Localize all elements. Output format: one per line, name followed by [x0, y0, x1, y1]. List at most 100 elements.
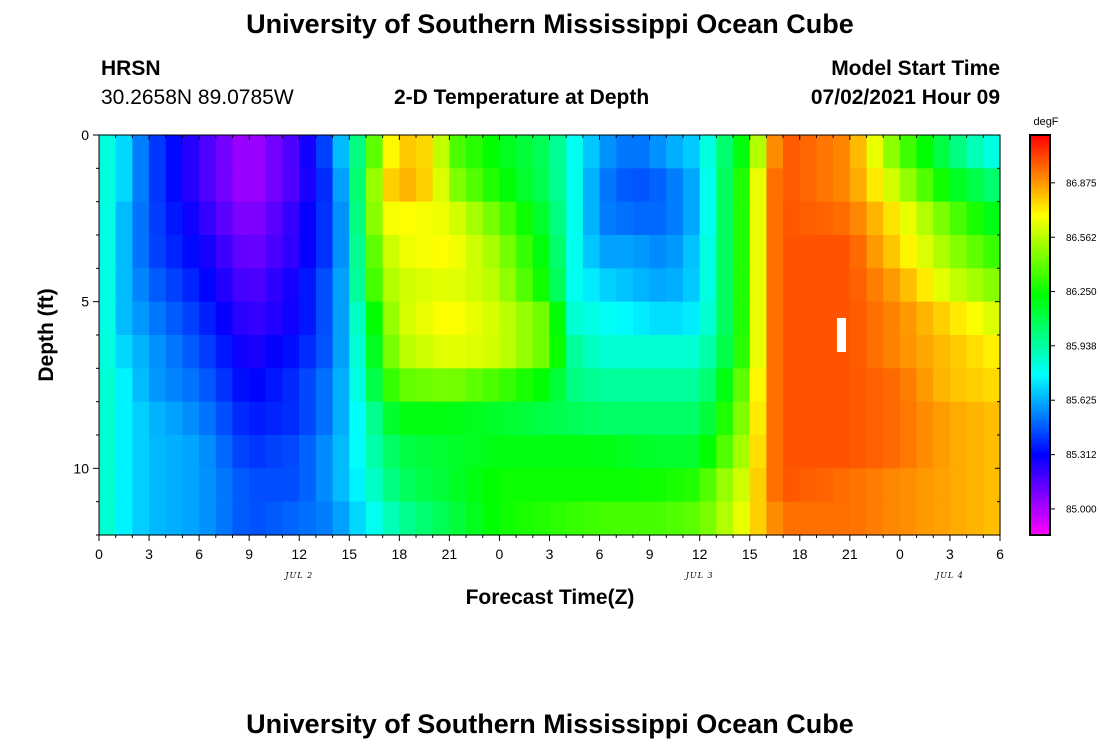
heat-cell [566, 335, 584, 369]
colorbar-band [1030, 151, 1050, 154]
heat-cell [149, 401, 167, 436]
heat-cell [165, 468, 184, 503]
heat-cell [749, 368, 768, 403]
heat-cell [282, 335, 300, 369]
heat-cell [516, 235, 534, 269]
colorbar-band [1030, 507, 1050, 510]
heat-cell [399, 435, 417, 469]
heat-cell [549, 168, 567, 203]
colorbar-band [1030, 395, 1050, 398]
heat-cell [916, 301, 934, 336]
colorbar-band [1030, 193, 1050, 196]
heat-cell [733, 335, 751, 369]
heat-cell [132, 368, 150, 403]
heat-cell [632, 335, 651, 369]
heat-cell [149, 435, 167, 469]
heat-cell [749, 135, 768, 169]
heat-cell [449, 501, 467, 536]
heat-cell [332, 301, 350, 336]
heat-cell [416, 368, 434, 403]
heat-cell [182, 201, 200, 236]
heat-cell [866, 368, 884, 403]
heat-cell [115, 368, 133, 403]
heat-cell [215, 401, 234, 436]
colorbar-band [1030, 421, 1050, 424]
heat-cell [249, 435, 267, 469]
heat-cell [249, 168, 267, 203]
colorbar-band [1030, 497, 1050, 500]
heat-cell [749, 301, 768, 336]
heat-cell [416, 268, 434, 303]
heat-cell [132, 401, 150, 436]
heat-cell [933, 201, 951, 236]
colorbar-band [1030, 333, 1050, 336]
heat-cell [182, 435, 200, 469]
colorbar-band [1030, 423, 1050, 426]
heat-cell [282, 235, 300, 269]
heat-cell [449, 368, 467, 403]
colorbar-band [1030, 313, 1050, 316]
heat-cell [182, 301, 200, 336]
x-tick-label: 0 [95, 546, 103, 562]
heat-cell [315, 268, 334, 303]
heat-cell [416, 335, 434, 369]
colorbar-band [1030, 369, 1050, 372]
heat-cell [199, 301, 217, 336]
heat-cell [232, 168, 250, 203]
heat-cell [699, 401, 717, 436]
heat-cell [532, 168, 551, 203]
heat-cell [149, 168, 167, 203]
heat-cell [382, 201, 400, 236]
station-coordinates: 30.2658N 89.0785W [101, 86, 294, 109]
colorbar-band [1030, 311, 1050, 314]
x-tick-label: 3 [946, 546, 954, 562]
colorbar-band [1030, 321, 1050, 324]
heat-cell [983, 268, 1001, 303]
heat-cell [883, 368, 901, 403]
heat-cell [766, 401, 784, 436]
colorbar-band [1030, 467, 1050, 470]
heat-cell [582, 301, 601, 336]
heat-cell [783, 301, 801, 336]
heat-cell [749, 335, 768, 369]
heat-cell [933, 368, 951, 403]
colorbar-tick-label: 85.312 [1066, 450, 1097, 461]
heat-cell [716, 468, 734, 503]
heat-cell [349, 235, 367, 269]
heat-cell [582, 268, 601, 303]
x-tick-label: 0 [496, 546, 504, 562]
colorbar-band [1030, 229, 1050, 232]
colorbar-band [1030, 161, 1050, 164]
heat-cell [215, 201, 234, 236]
heat-cell [199, 401, 217, 436]
heat-cell [315, 235, 334, 269]
colorbar-band [1030, 387, 1050, 390]
heat-cell [649, 135, 667, 169]
heat-cell [549, 335, 567, 369]
colorbar-band [1030, 225, 1050, 228]
heat-cell [215, 335, 234, 369]
heat-cell [332, 368, 350, 403]
heat-cell [599, 168, 617, 203]
heat-cell [365, 235, 384, 269]
heat-cell [432, 401, 450, 436]
heat-cell [582, 435, 601, 469]
heat-cell [682, 268, 701, 303]
heat-cell [332, 501, 350, 536]
heat-cell [616, 368, 634, 403]
y-axis: 0 5 10 [73, 127, 1000, 536]
heat-cell [232, 235, 250, 269]
heat-cell [582, 201, 601, 236]
heat-cell [265, 468, 284, 503]
heat-cell [966, 235, 984, 269]
colorbar-band [1030, 281, 1050, 284]
y-tick-label: 0 [81, 127, 89, 143]
heat-cell [115, 335, 133, 369]
colorbar-band [1030, 301, 1050, 304]
heat-cell [299, 201, 317, 236]
heat-cell [749, 501, 768, 536]
heat-cell [783, 501, 801, 536]
heat-cell [682, 368, 701, 403]
heat-cell [449, 335, 467, 369]
heat-cell [416, 235, 434, 269]
